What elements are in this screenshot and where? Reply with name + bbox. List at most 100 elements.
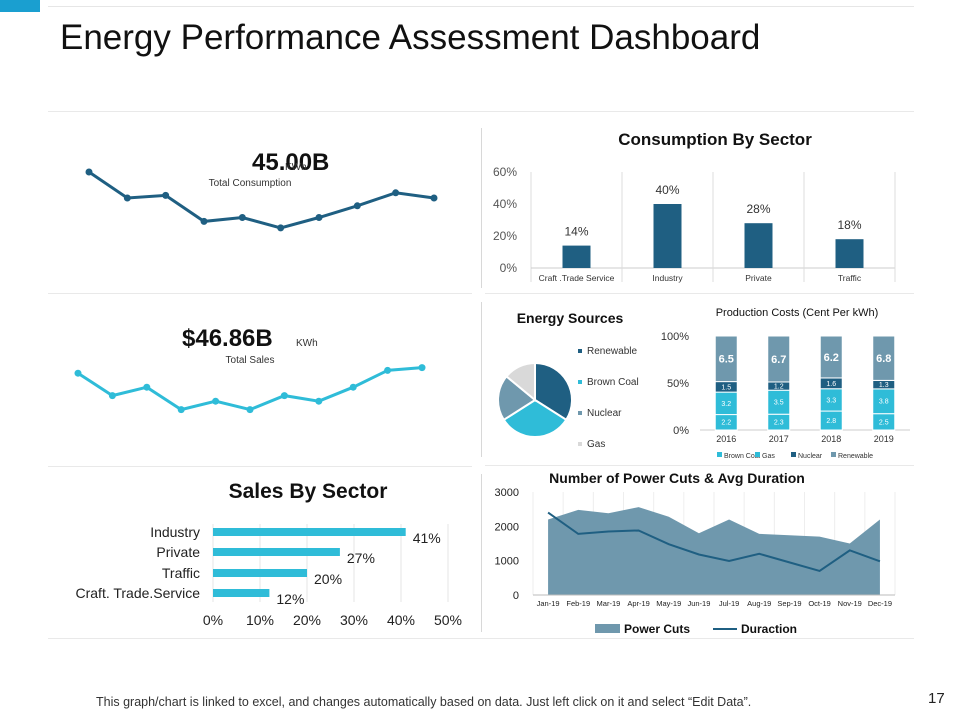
legend-swatch xyxy=(831,452,836,457)
legend-label: Duraction xyxy=(741,622,797,636)
y-tick-label: 3000 xyxy=(495,487,519,499)
sales-sparkline-point xyxy=(177,406,185,414)
x-tick-label: Private xyxy=(745,273,772,283)
kpi-consumption-value: 45.00B xyxy=(252,149,329,176)
x-tick-label: 2017 xyxy=(769,434,789,444)
divider-v xyxy=(481,302,482,457)
y-tick-label: 0% xyxy=(500,261,518,275)
chart-title: Sales By Sector xyxy=(229,480,388,503)
footer-note: This graph/chart is linked to excel, and… xyxy=(96,695,752,709)
data-label: 41% xyxy=(413,530,441,546)
legend-swatch xyxy=(578,442,582,446)
x-tick-label: Jul-19 xyxy=(719,599,739,608)
page-number: 17 xyxy=(928,690,945,707)
bar xyxy=(213,589,270,597)
data-label: 3.5 xyxy=(774,400,784,407)
x-tick-label: 30% xyxy=(340,612,368,628)
kpi-sales-panel: $46.86B KWh Total Sales xyxy=(182,325,318,366)
sales-sparkline-point xyxy=(74,369,82,377)
sales-sparkline-point xyxy=(418,364,426,372)
legend-swatch xyxy=(578,411,582,415)
legend-label: Nuclear xyxy=(798,453,823,460)
y-tick-label: 1000 xyxy=(495,556,519,568)
bar xyxy=(562,245,591,268)
y-tick-label: 20% xyxy=(493,229,517,243)
sales-sparkline-point xyxy=(108,392,116,400)
data-label: 1.2 xyxy=(774,384,784,391)
pie-slice xyxy=(505,361,536,403)
consumption-sparkline-line xyxy=(88,170,435,230)
x-tick-label: 40% xyxy=(387,612,415,628)
consumption-sparkline-point xyxy=(430,194,438,202)
bar xyxy=(213,548,340,556)
stacked-segment xyxy=(872,335,896,381)
x-tick-label: 2019 xyxy=(874,434,894,444)
x-tick-label: 10% xyxy=(246,612,274,628)
area-series xyxy=(548,507,880,595)
bar xyxy=(653,204,682,268)
page-title: Energy Performance Assessment Dashboard xyxy=(60,18,761,57)
data-label: 28% xyxy=(746,202,770,216)
kpi-consumption-label: Total Consumption xyxy=(209,178,292,189)
legend-swatch xyxy=(595,624,620,633)
x-tick-label: 20% xyxy=(293,612,321,628)
sales-sparkline xyxy=(74,364,426,414)
legend-label: Renewable xyxy=(587,346,637,357)
chart-title: Consumption By Sector xyxy=(618,130,812,149)
legend-label: Power Cuts xyxy=(624,622,690,636)
x-tick-label: Nov-19 xyxy=(838,599,862,608)
consumption-sparkline-point xyxy=(123,194,131,202)
x-tick-label: 2018 xyxy=(821,434,841,444)
data-label: 18% xyxy=(837,218,861,232)
legend-label: Renewable xyxy=(838,453,873,460)
y-tick-label: 50% xyxy=(667,378,689,390)
consumption-sparkline-point xyxy=(85,168,93,176)
divider-v xyxy=(481,128,482,288)
legend-swatch xyxy=(578,349,582,353)
divider-h xyxy=(48,111,914,112)
sales-by-sector-chart: Sales By Sector 0% 10% 20% 30% 40% 50% Industr… xyxy=(76,480,463,628)
top-divider xyxy=(48,6,914,7)
data-label: 1.5 xyxy=(721,384,731,391)
x-tick-label: Apr-19 xyxy=(627,599,650,608)
y-tick-label: Craft. Trade.Service xyxy=(76,585,201,601)
y-tick-label: 100% xyxy=(661,331,689,343)
legend-label: Brown Coal xyxy=(587,377,639,388)
data-label: 6.5 xyxy=(719,354,734,366)
stacked-segment xyxy=(819,335,843,379)
chart-title: Number of Power Cuts & Avg Duration xyxy=(549,470,805,486)
data-label: 6.8 xyxy=(876,353,891,365)
divider-h xyxy=(48,466,472,467)
sales-sparkline-point xyxy=(246,406,254,414)
sales-sparkline-point xyxy=(315,397,323,405)
stacked-segment xyxy=(714,335,738,383)
divider-h xyxy=(485,293,914,294)
x-tick-label: Industry xyxy=(652,273,683,283)
data-label: 2.3 xyxy=(774,420,784,427)
data-label: 3.8 xyxy=(879,399,889,406)
x-tick-label: Sep-19 xyxy=(777,599,801,608)
consumption-sparkline-point xyxy=(315,214,323,221)
y-tick-label: Traffic xyxy=(162,565,200,581)
bar xyxy=(835,239,864,268)
data-label: 2.2 xyxy=(721,420,731,427)
consumption-sparkline-point xyxy=(162,191,170,199)
data-label: 6.7 xyxy=(771,354,786,366)
consumption-by-sector-chart: Consumption By Sector 0% 20% 40% 60% 14% Craf… xyxy=(493,130,896,283)
legend-swatch xyxy=(791,452,796,457)
legend-swatch xyxy=(578,380,582,384)
consumption-sparkline-point xyxy=(353,202,361,210)
y-tick-label: 60% xyxy=(493,165,517,179)
x-tick-label: Mar-19 xyxy=(597,599,621,608)
divider-h xyxy=(48,293,472,294)
sales-sparkline-point xyxy=(280,392,288,400)
x-tick-label: 2016 xyxy=(716,434,736,444)
x-tick-label: 0% xyxy=(203,612,223,628)
consumption-sparkline-point xyxy=(277,224,285,232)
x-tick-label: Oct-19 xyxy=(808,599,831,608)
x-tick-label: Aug-19 xyxy=(747,599,771,608)
divider-v xyxy=(481,474,482,632)
data-label: 1.6 xyxy=(826,381,836,388)
legend-label: Gas xyxy=(587,439,605,450)
kpi-sales-unit: KWh xyxy=(296,338,318,349)
